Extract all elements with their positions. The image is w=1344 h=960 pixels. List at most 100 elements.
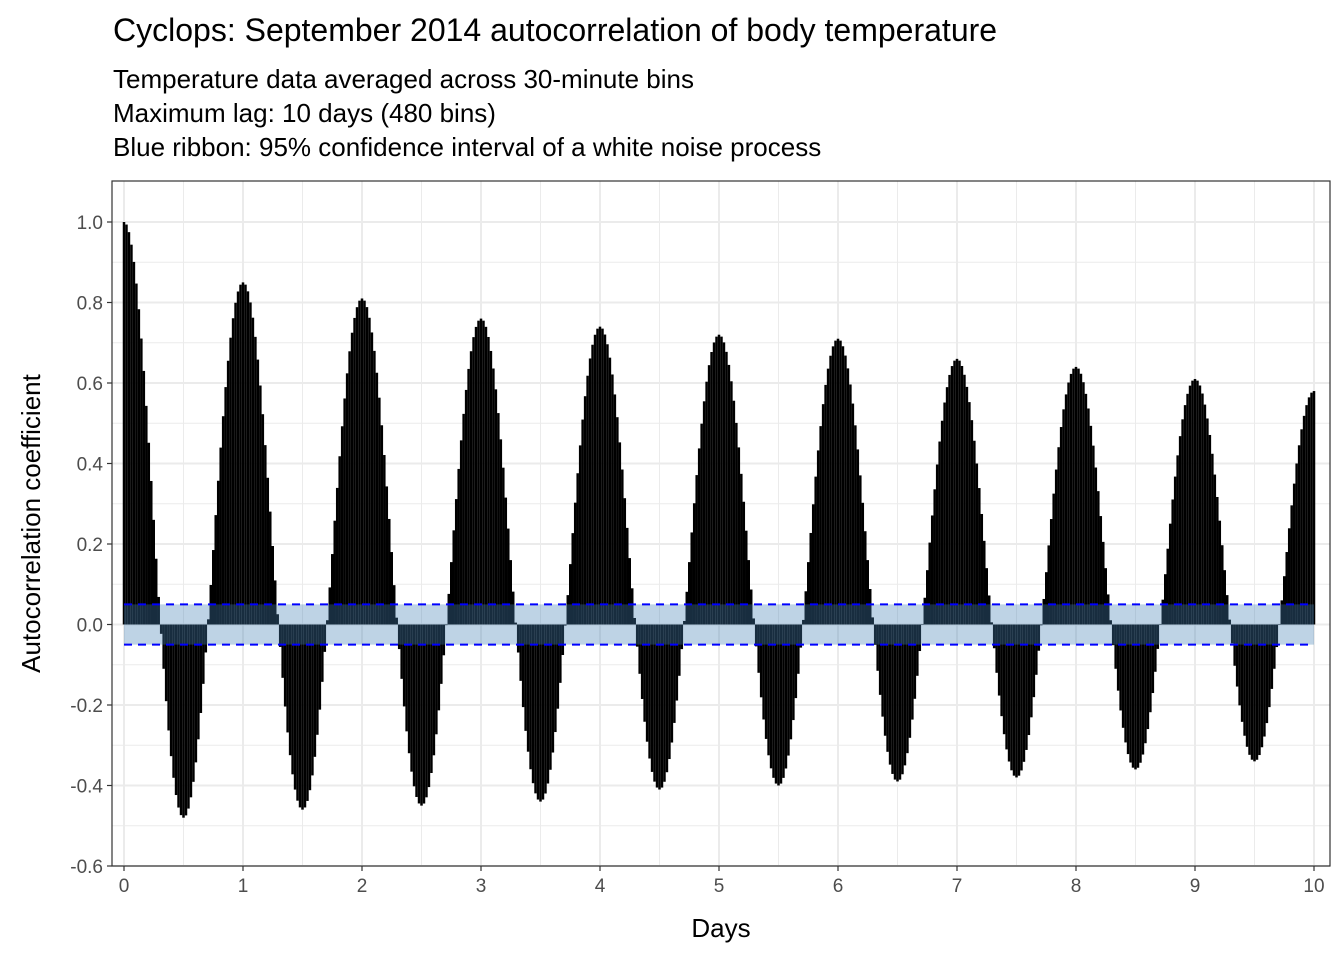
acf-bar bbox=[127, 232, 131, 625]
acf-bar bbox=[606, 344, 609, 625]
acf-bar bbox=[360, 298, 364, 625]
acf-bar bbox=[1079, 373, 1083, 625]
acf-bar bbox=[244, 284, 247, 625]
acf-bar bbox=[1000, 624, 1003, 717]
acf-bar bbox=[1077, 368, 1080, 625]
acf-bar bbox=[204, 624, 208, 653]
acf-bar bbox=[772, 624, 775, 778]
acf-bar bbox=[234, 302, 237, 625]
acf-bar bbox=[712, 342, 716, 625]
x-tick-label: 1 bbox=[238, 876, 249, 897]
acf-bar bbox=[690, 532, 693, 625]
acf-bar bbox=[388, 518, 391, 625]
confidence-ribbon bbox=[124, 603, 1314, 646]
acf-bar bbox=[916, 624, 919, 676]
acf-bar bbox=[1037, 624, 1041, 651]
acf-bar bbox=[1273, 624, 1276, 669]
acf-bar bbox=[754, 624, 758, 647]
acf-bar bbox=[1007, 624, 1011, 762]
acf-bar bbox=[670, 624, 674, 743]
acf-bar bbox=[169, 624, 173, 757]
acf-bar bbox=[787, 624, 790, 756]
acf-bar bbox=[167, 624, 170, 731]
acf-bar bbox=[730, 381, 733, 625]
acf-bar bbox=[410, 624, 413, 772]
acf-bar bbox=[717, 334, 721, 625]
acf-bar bbox=[1168, 523, 1172, 625]
acf-bar bbox=[370, 332, 374, 625]
acf-bar bbox=[1099, 516, 1103, 625]
acf-bar bbox=[249, 302, 252, 625]
acf-bar bbox=[174, 624, 178, 796]
y-tick-label: 0.0 bbox=[77, 616, 103, 637]
acf-bar bbox=[849, 384, 852, 625]
x-tick-label: 4 bbox=[595, 876, 606, 897]
acf-bar bbox=[583, 396, 587, 625]
acf-bar bbox=[635, 624, 639, 647]
acf-bar bbox=[1228, 619, 1231, 625]
acf-bar bbox=[603, 334, 607, 625]
acf-bar bbox=[405, 624, 408, 732]
acf-bar bbox=[420, 624, 423, 806]
acf-bar bbox=[1092, 445, 1095, 625]
acf-bar bbox=[192, 624, 195, 782]
acf-bar bbox=[705, 381, 708, 625]
acf-bar bbox=[1052, 493, 1055, 625]
acf-bar bbox=[531, 624, 535, 784]
acf-bar bbox=[1116, 624, 1120, 691]
acf-bar bbox=[596, 328, 599, 625]
acf-bar bbox=[1059, 427, 1063, 625]
acf-bar bbox=[1054, 469, 1058, 625]
acf-bar bbox=[1198, 385, 1202, 625]
acf-bar bbox=[591, 344, 594, 625]
acf-bar bbox=[1188, 385, 1192, 625]
acf-bar bbox=[145, 405, 148, 625]
acf-bar bbox=[365, 307, 369, 625]
acf-bar bbox=[700, 423, 703, 625]
acf-bar bbox=[1211, 453, 1214, 625]
acf-bar bbox=[219, 447, 222, 625]
acf-bar bbox=[1253, 624, 1256, 762]
acf-bar bbox=[1223, 570, 1226, 625]
acf-bar bbox=[1027, 624, 1031, 736]
acf-bar bbox=[1074, 366, 1078, 625]
acf-bar bbox=[759, 624, 763, 698]
acf-bar bbox=[789, 624, 793, 740]
acf-bar bbox=[821, 404, 825, 625]
acf-bar bbox=[1104, 568, 1107, 625]
acf-bar bbox=[278, 624, 282, 647]
acf-bar bbox=[1126, 624, 1130, 755]
acf-bar bbox=[1230, 624, 1234, 644]
acf-bar bbox=[616, 417, 619, 625]
acf-bar bbox=[298, 624, 302, 808]
acf-bar bbox=[546, 624, 550, 784]
acf-bar bbox=[1297, 445, 1301, 625]
acf-bar bbox=[1119, 624, 1122, 711]
acf-bar bbox=[507, 528, 510, 625]
acf-bar bbox=[688, 562, 691, 625]
acf-bar bbox=[264, 445, 267, 625]
acf-bar bbox=[1164, 574, 1167, 625]
acf-bar bbox=[715, 336, 718, 625]
acf-bar bbox=[321, 624, 324, 682]
acf-bar bbox=[886, 624, 889, 752]
acf-bar bbox=[1203, 404, 1207, 625]
acf-bar bbox=[564, 624, 567, 626]
acf-bar bbox=[1094, 467, 1098, 625]
acf-bar bbox=[727, 364, 731, 625]
acf-bar bbox=[1206, 418, 1209, 625]
y-tick-label: 0.2 bbox=[77, 535, 103, 556]
acf-bar bbox=[1268, 624, 1271, 708]
acf-bar bbox=[1002, 624, 1006, 735]
acf-bar bbox=[1062, 409, 1065, 625]
acf-bar bbox=[536, 624, 540, 800]
acf-bar bbox=[861, 502, 865, 625]
y-tick-label: -0.2 bbox=[70, 696, 103, 717]
acf-bar bbox=[1265, 624, 1269, 724]
acf-bar bbox=[514, 622, 517, 625]
acf-bar bbox=[1196, 380, 1199, 625]
acf-bar bbox=[430, 624, 433, 774]
acf-bar bbox=[194, 624, 198, 763]
acf-bar bbox=[464, 389, 468, 625]
acf-bar bbox=[296, 624, 299, 801]
